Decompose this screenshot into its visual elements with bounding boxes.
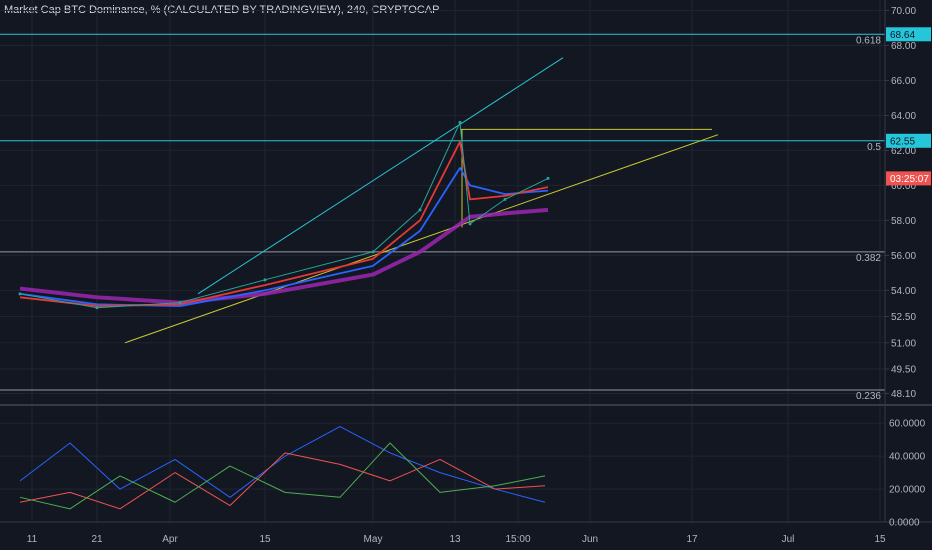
price-tick-label: 52.50 xyxy=(891,312,916,323)
fib-ratio-label: 0.382 xyxy=(856,253,881,264)
time-tick-label: 21 xyxy=(91,534,103,545)
price-tick-label: 51.00 xyxy=(891,338,916,349)
grid xyxy=(0,0,885,523)
price-point xyxy=(263,278,267,282)
price-tick-label: 49.50 xyxy=(891,365,916,376)
price-tag-middle: 62.55 xyxy=(890,136,915,147)
price-tick-label: 54.00 xyxy=(891,286,916,297)
price-tag-current-bg xyxy=(886,171,931,186)
indicator-tick-label: 40.0000 xyxy=(889,452,926,463)
trend-drawings[interactable] xyxy=(124,57,719,344)
price-point xyxy=(458,120,462,124)
price-point xyxy=(418,208,422,212)
time-tick-label: 15 xyxy=(874,534,886,545)
price-tick-label: 68.00 xyxy=(891,41,916,52)
time-tick-label: Jun xyxy=(582,534,598,545)
price-tick-label: 58.00 xyxy=(891,216,916,227)
fib-levels: 0.618 0.5 0.382 0.236 xyxy=(0,33,885,402)
price-tick-label: 56.00 xyxy=(891,251,916,262)
price-series xyxy=(18,120,550,310)
indicator-tick-label: 20.0000 xyxy=(889,485,926,496)
time-tick-label: 15:00 xyxy=(505,534,530,545)
fib-ratio-label: 0.618 xyxy=(856,35,881,46)
series-line-0 xyxy=(19,121,549,309)
price-tick-label: 48.10 xyxy=(891,389,916,400)
price-tick-label: 62.00 xyxy=(891,146,916,157)
price-tag-top-bg xyxy=(886,27,931,42)
time-tick-label: Jul xyxy=(782,534,795,545)
rising-support-line xyxy=(124,134,719,344)
price-tick-label: 66.00 xyxy=(891,76,916,87)
indicator-tick-label: 60.0000 xyxy=(889,419,926,430)
price-tags: 68.64 62.55 03:25:07 xyxy=(886,27,931,186)
fib-ratio-label: 0.5 xyxy=(867,142,881,153)
price-tag-middle-bg xyxy=(886,133,931,148)
indicator-tick-label: 0.0000 xyxy=(889,518,920,529)
time-tick-label: 15 xyxy=(259,534,271,545)
indicator-line-1 xyxy=(19,452,546,510)
time-tick-label: 13 xyxy=(449,534,461,545)
time-tick-label: 11 xyxy=(27,534,38,545)
channel-top-line xyxy=(197,57,564,295)
price-point xyxy=(178,301,182,305)
indicator-line-0 xyxy=(19,426,546,503)
series-line-3 xyxy=(19,207,549,305)
price-point xyxy=(503,197,507,201)
time-tick-label: Apr xyxy=(162,534,178,545)
price-point xyxy=(546,176,550,180)
price-tick-label: 64.00 xyxy=(891,111,916,122)
time-tick-label: May xyxy=(364,534,383,545)
price-tick-label: 70.00 xyxy=(891,6,916,17)
time-tick-label: 17 xyxy=(686,534,698,545)
price-point xyxy=(468,222,472,226)
indicator-series xyxy=(19,426,546,510)
price-point xyxy=(371,250,375,254)
indicator-line-2 xyxy=(19,442,546,510)
price-tick-label: 60.00 xyxy=(891,181,916,192)
price-tag-current: 03:25:07 xyxy=(890,174,929,185)
price-point xyxy=(95,306,99,310)
fib-ratio-label: 0.236 xyxy=(856,391,881,402)
price-tag-top: 68.64 xyxy=(890,30,915,41)
price-point xyxy=(18,292,22,296)
